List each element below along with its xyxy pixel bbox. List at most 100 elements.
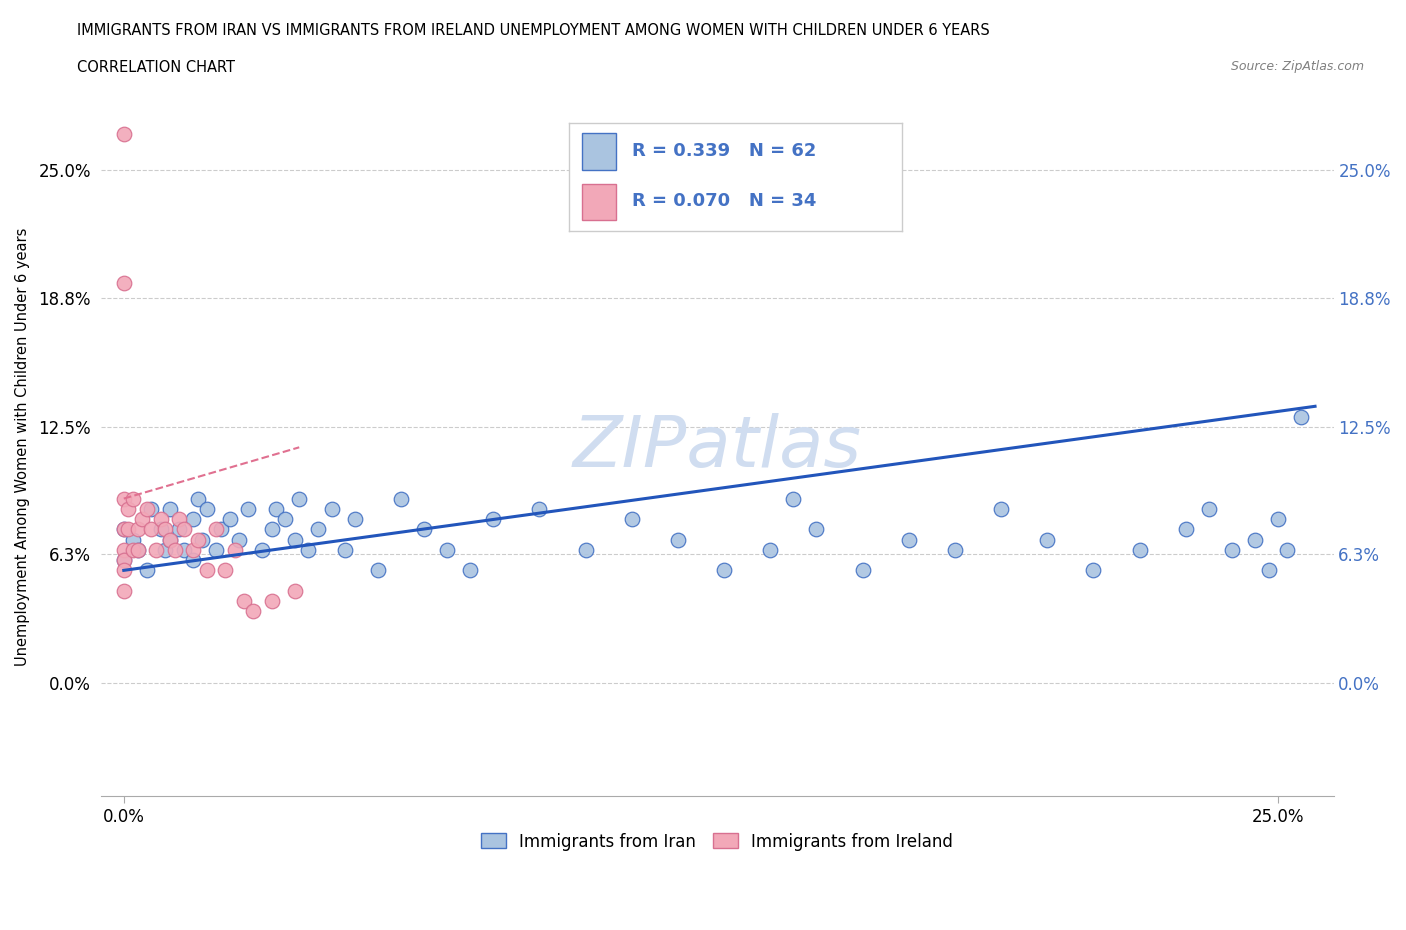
Point	[127, 522, 149, 537]
Point	[112, 552, 135, 567]
Point	[112, 126, 135, 141]
Point	[131, 512, 153, 526]
Point	[122, 542, 145, 557]
Point	[943, 542, 966, 557]
Point	[187, 491, 209, 506]
Point	[112, 552, 135, 567]
Point	[335, 542, 357, 557]
Point	[284, 532, 307, 547]
Text: IMMIGRANTS FROM IRAN VS IMMIGRANTS FROM IRELAND UNEMPLOYMENT AMONG WOMEN WITH CH: IMMIGRANTS FROM IRAN VS IMMIGRANTS FROM …	[77, 23, 990, 38]
Point	[482, 512, 505, 526]
Point	[252, 542, 274, 557]
Text: Source: ZipAtlas.com: Source: ZipAtlas.com	[1230, 60, 1364, 73]
Point	[145, 542, 167, 557]
Point	[288, 491, 311, 506]
Y-axis label: Unemployment Among Women with Children Under 6 years: Unemployment Among Women with Children U…	[15, 228, 30, 667]
Point	[135, 501, 157, 516]
Point	[112, 276, 135, 291]
Point	[851, 563, 873, 578]
Point	[1129, 542, 1152, 557]
Point	[1257, 563, 1279, 578]
Point	[307, 522, 329, 537]
Point	[155, 522, 177, 537]
Point	[141, 501, 163, 516]
Point	[897, 532, 920, 547]
Point	[529, 501, 551, 516]
Point	[1083, 563, 1105, 578]
Point	[1277, 542, 1299, 557]
Point	[260, 593, 283, 608]
Point	[181, 552, 204, 567]
Point	[321, 501, 343, 516]
Point	[412, 522, 434, 537]
Point	[159, 532, 181, 547]
Point	[264, 501, 287, 516]
Point	[117, 522, 139, 537]
Point	[990, 501, 1012, 516]
Point	[297, 542, 319, 557]
Point	[127, 542, 149, 557]
Point	[232, 593, 254, 608]
Point	[181, 512, 204, 526]
Legend: Immigrants from Iran, Immigrants from Ireland: Immigrants from Iran, Immigrants from Ir…	[474, 826, 960, 857]
Point	[1220, 542, 1243, 557]
Point	[214, 563, 236, 578]
Point	[205, 542, 228, 557]
Point	[238, 501, 260, 516]
Text: ZIPatlas: ZIPatlas	[572, 413, 862, 482]
Point	[205, 522, 228, 537]
Point	[112, 522, 135, 537]
Point	[219, 512, 242, 526]
Point	[122, 491, 145, 506]
Point	[167, 512, 190, 526]
Point	[117, 501, 139, 516]
Point	[173, 542, 195, 557]
Point	[149, 512, 172, 526]
Point	[159, 501, 181, 516]
Point	[620, 512, 643, 526]
Text: CORRELATION CHART: CORRELATION CHART	[77, 60, 235, 75]
Point	[713, 563, 735, 578]
Point	[367, 563, 389, 578]
Point	[173, 522, 195, 537]
Point	[436, 542, 458, 557]
Point	[155, 542, 177, 557]
Point	[458, 563, 481, 578]
Point	[1036, 532, 1059, 547]
Point	[135, 563, 157, 578]
Point	[112, 491, 135, 506]
Point	[274, 512, 297, 526]
Point	[284, 583, 307, 598]
Point	[149, 522, 172, 537]
Point	[1267, 512, 1289, 526]
Point	[1174, 522, 1197, 537]
Point	[1244, 532, 1267, 547]
Point	[782, 491, 804, 506]
Point	[141, 522, 163, 537]
Point	[163, 542, 186, 557]
Point	[187, 532, 209, 547]
Point	[1198, 501, 1220, 516]
Point	[242, 604, 264, 618]
Point	[343, 512, 366, 526]
Point	[759, 542, 782, 557]
Point	[122, 532, 145, 547]
Point	[112, 522, 135, 537]
Point	[574, 542, 596, 557]
Point	[666, 532, 689, 547]
Point	[191, 532, 214, 547]
Point	[1289, 409, 1312, 424]
Point	[260, 522, 283, 537]
Point	[228, 532, 250, 547]
Point	[209, 522, 232, 537]
Point	[112, 583, 135, 598]
Point	[167, 522, 190, 537]
Point	[181, 542, 204, 557]
Point	[127, 542, 149, 557]
Point	[112, 563, 135, 578]
Point	[389, 491, 412, 506]
Point	[112, 542, 135, 557]
Point	[806, 522, 828, 537]
Point	[159, 532, 181, 547]
Point	[195, 563, 218, 578]
